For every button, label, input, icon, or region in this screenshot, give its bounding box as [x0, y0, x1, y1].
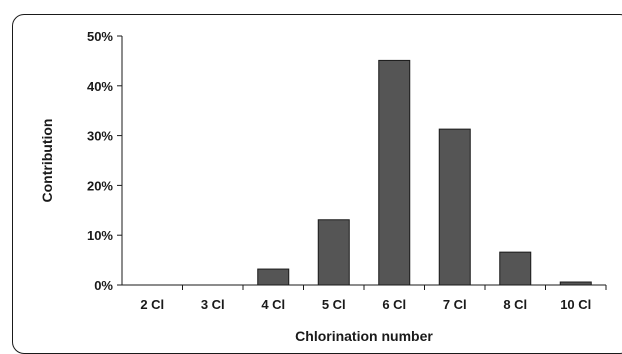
bar: [257, 268, 290, 286]
bar: [499, 251, 532, 286]
y-tick-label: 30%: [87, 129, 113, 144]
x-tick-label: 6 Cl: [382, 297, 406, 312]
bar: [438, 128, 471, 286]
y-tick-label: 0%: [94, 278, 113, 293]
x-tick-label: 7 Cl: [443, 297, 467, 312]
bar: [317, 219, 350, 286]
x-axis-ticks: 2 Cl 3 Cl 4 Cl 5 Cl 6 Cl 7 Cl 8 Cl 10 Cl: [140, 285, 607, 312]
x-tick-label: 2 Cl: [140, 297, 164, 312]
x-axis-title: Chlorination number: [295, 328, 433, 344]
y-axis-title: Contribution: [39, 119, 55, 203]
x-tick-label: 10 Cl: [560, 297, 591, 312]
bars: [257, 59, 592, 286]
y-tick-label: 50%: [87, 29, 113, 44]
y-axis-ticks: 0% 10% 20% 30% 40% 50%: [87, 29, 122, 293]
x-tick-label: 8 Cl: [503, 297, 527, 312]
y-tick-label: 10%: [87, 228, 113, 243]
bar-chart: 0% 10% 20% 30% 40% 50% 2 Cl 3 Cl 4 Cl 5 Cl 6 Cl 7 …: [39, 29, 607, 344]
bar: [378, 59, 411, 286]
x-tick-label: 4 Cl: [261, 297, 285, 312]
y-tick-label: 40%: [87, 79, 113, 94]
x-tick-label: 5 Cl: [322, 297, 346, 312]
y-tick-label: 20%: [87, 178, 113, 193]
x-tick-label: 3 Cl: [201, 297, 225, 312]
